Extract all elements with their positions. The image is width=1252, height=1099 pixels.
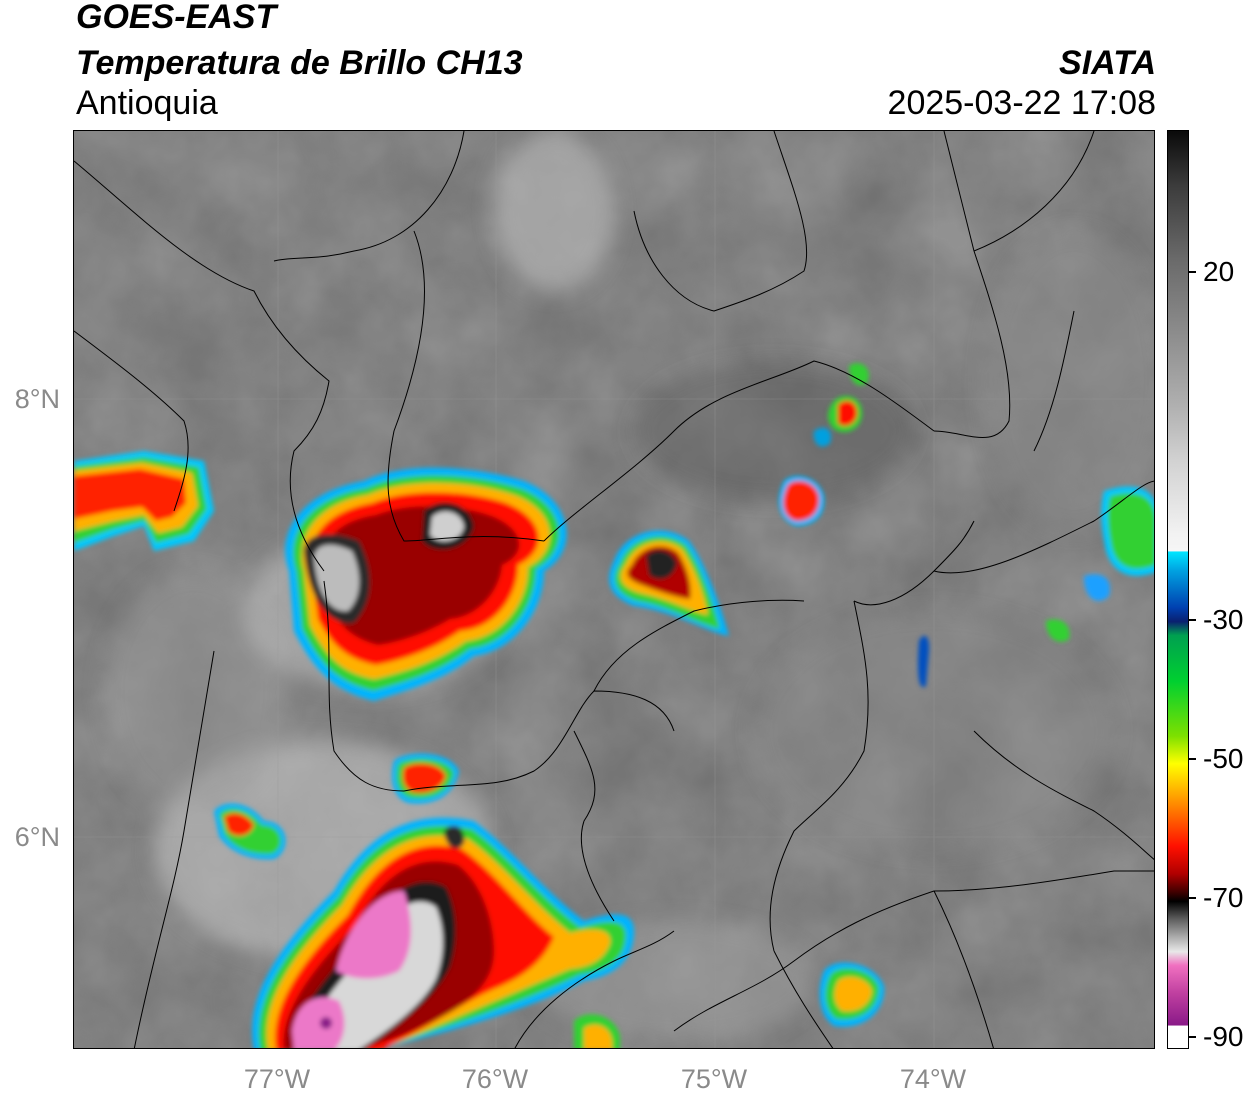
temperature-colorbar <box>1167 130 1189 1049</box>
map-title-satellite: GOES-EAST <box>76 0 277 36</box>
map-region: Antioquia <box>76 84 218 122</box>
colorbar-label: -50 <box>1203 743 1244 774</box>
satellite-map <box>73 130 1155 1049</box>
colorbar-label: -30 <box>1203 604 1244 635</box>
latitude-label: 8°N <box>14 384 60 414</box>
longitude-label: 75°W <box>680 1064 748 1094</box>
storm-cell-east <box>778 363 1154 688</box>
colorbar-tick <box>1188 758 1196 760</box>
storm-cell-west <box>74 451 214 551</box>
timestamp: 2025-03-22 17:08 <box>887 84 1156 122</box>
agency-name: SIATA <box>1059 44 1156 82</box>
longitude-label: 76°W <box>461 1064 529 1094</box>
colorbar-tick <box>1188 897 1196 899</box>
colorbar-label: -90 <box>1203 1021 1244 1052</box>
colorbar-label: 20 <box>1203 256 1235 287</box>
colorbar-label: -70 <box>1203 882 1244 913</box>
storm-cell-south-small <box>214 753 885 1048</box>
longitude-label: 74°W <box>899 1064 967 1094</box>
latitude-label: 6°N <box>14 822 60 852</box>
storm-cell-large <box>285 467 567 701</box>
storm-cell-south-large <box>252 817 634 1048</box>
colorbar-tick <box>1188 1036 1196 1038</box>
borders <box>74 131 1154 1048</box>
map-title-product: Temperatura de Brillo CH13 <box>76 44 523 82</box>
colorbar-tick <box>1188 271 1196 273</box>
longitude-label: 77°W <box>243 1064 311 1094</box>
colorbar-tick <box>1188 619 1196 621</box>
